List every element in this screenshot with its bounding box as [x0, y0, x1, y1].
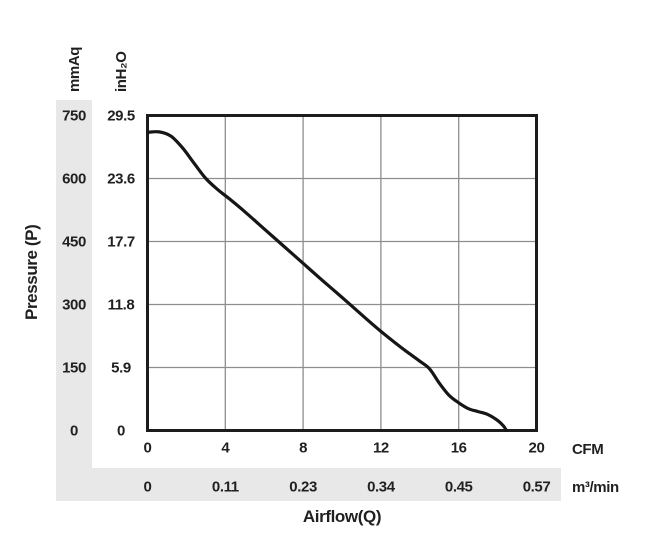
y-tick-label-inh2o: 5.9	[111, 359, 131, 376]
y-tick-label-mmaq: 0	[70, 422, 78, 439]
y-axis-title: Pressure (P)	[22, 224, 41, 320]
x-tick-label-m3min: 0.45	[444, 478, 473, 496]
y-tick-label-inh2o: 0	[117, 422, 125, 439]
y-tick-label-mmaq: 600	[62, 170, 86, 187]
x-tick-label-m3min: 0.34	[367, 478, 395, 496]
y-tick-label-mmaq: 300	[62, 296, 86, 313]
x-tick-label-m3min: 0.11	[211, 478, 239, 496]
y-tick-label-inh2o: 29.5	[107, 107, 135, 124]
y-unit-label-inh2o: inH₂O	[113, 51, 130, 93]
y-unit-label-mmaq: mmAq	[66, 46, 83, 92]
x-tick-label-cfm: 16	[450, 439, 467, 457]
y-tick-label-inh2o: 23.6	[107, 170, 135, 187]
x-tick-label-m3min: 0	[143, 478, 152, 496]
x-tick-label-cfm: 8	[299, 439, 308, 457]
pq-curve	[146, 130, 508, 432]
y-tick-label-inh2o: 11.8	[107, 296, 135, 313]
y-tick-label-mmaq: 750	[62, 107, 86, 124]
x-tick-label-cfm: 20	[528, 439, 545, 457]
y-tick-label-mmaq: 450	[62, 233, 86, 250]
x-tick-label-m3min: 0.23	[289, 478, 317, 496]
m3min-tick-band	[56, 468, 561, 501]
y-tick-label-mmaq: 150	[62, 359, 86, 376]
x-tick-label-cfm: 0	[143, 439, 152, 457]
x-tick-label-cfm: 4	[221, 439, 230, 457]
x-tick-label-m3min: 0.57	[522, 478, 551, 496]
x-axis-title: Airflow(Q)	[302, 507, 382, 526]
plot-border	[146, 114, 538, 432]
x-unit-label-m3min: m³/min	[572, 479, 619, 496]
plot-area	[146, 114, 538, 432]
x-unit-label-cfm: CFM	[572, 441, 604, 458]
x-tick-label-cfm: 12	[372, 439, 389, 457]
y-tick-label-inh2o: 17.7	[107, 233, 135, 250]
mmaq-tick-band	[56, 100, 92, 468]
